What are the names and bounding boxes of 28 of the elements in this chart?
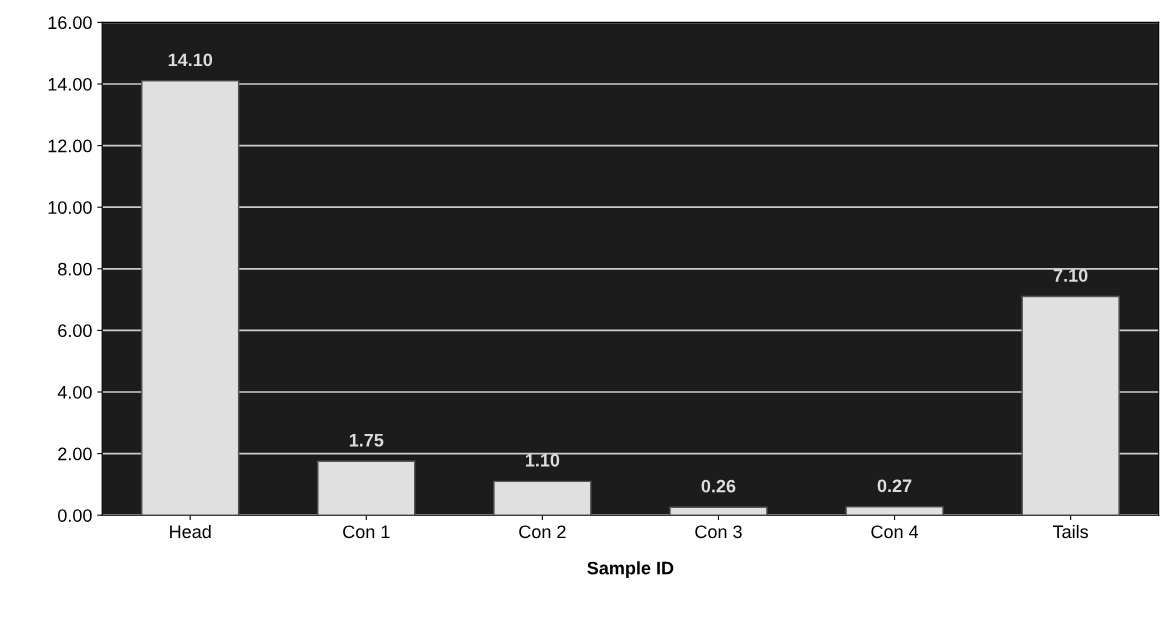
bar <box>141 80 240 516</box>
x-tick-label: Head <box>170 524 211 539</box>
data-label: 0.26 <box>701 479 736 493</box>
y-tick-label: 10.00 <box>48 201 92 214</box>
data-label: 1.75 <box>349 434 384 447</box>
y-tick-label: 2.00 <box>58 447 92 461</box>
x-tick-label: Con 2 <box>519 525 566 539</box>
x-tick-label: Con 1 <box>343 525 390 539</box>
y-tick-label: 6.00 <box>58 324 92 338</box>
x-tick-label: Con 4 <box>871 525 919 539</box>
x-tick-label: Tails <box>1052 524 1089 539</box>
data-label: 0.27 <box>877 479 912 493</box>
y-tick-label: 12.00 <box>48 139 92 153</box>
y-tick-label: 0.00 <box>58 509 92 522</box>
bar <box>669 506 768 516</box>
y-tick-label: 4.00 <box>57 385 92 399</box>
bar <box>493 480 592 516</box>
data-label: 14.10 <box>168 53 213 67</box>
y-tick-label: 14.00 <box>48 77 92 91</box>
x-axis-title: Sample ID <box>587 561 674 579</box>
bar <box>317 460 416 516</box>
data-label: 1.10 <box>525 453 560 467</box>
y-tick-label: 8.00 <box>58 262 92 276</box>
y-tick-label: 16.00 <box>48 16 92 30</box>
data-label: 7.10 <box>1053 269 1088 282</box>
bar <box>845 506 944 516</box>
x-tick-label: Con 3 <box>695 525 742 539</box>
bar <box>1021 295 1120 516</box>
